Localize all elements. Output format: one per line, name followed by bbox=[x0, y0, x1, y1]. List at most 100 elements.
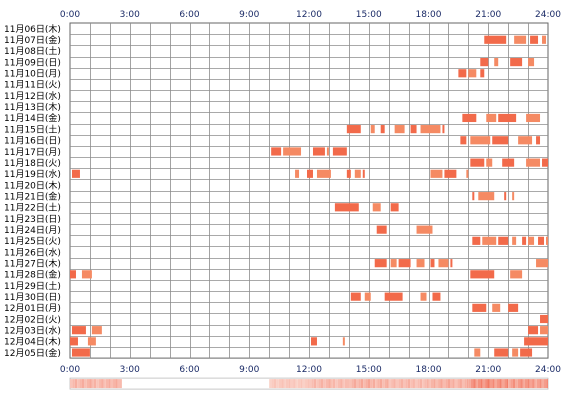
activity-bar bbox=[81, 270, 92, 279]
x-tick-label-top: 18:00 bbox=[416, 10, 442, 20]
density-cell bbox=[302, 379, 306, 389]
activity-bar bbox=[362, 169, 365, 178]
activity-bar bbox=[398, 259, 411, 268]
activity-bar bbox=[380, 125, 385, 134]
density-cell bbox=[305, 379, 308, 389]
density-cell bbox=[91, 379, 94, 389]
x-tick-label-top: 3:00 bbox=[120, 10, 140, 20]
density-cell bbox=[271, 379, 274, 389]
density-cell bbox=[499, 379, 502, 389]
density-cell bbox=[410, 379, 413, 389]
activity-bar bbox=[430, 169, 443, 178]
density-cell bbox=[539, 379, 542, 389]
activity-bar bbox=[438, 259, 449, 268]
density-cell bbox=[117, 379, 121, 389]
activity-bar bbox=[410, 125, 417, 134]
density-cell bbox=[424, 379, 427, 389]
density-cell bbox=[347, 379, 349, 389]
density-strip bbox=[69, 377, 549, 390]
density-cell bbox=[482, 379, 486, 389]
density-cell bbox=[377, 379, 380, 389]
activity-bar bbox=[444, 169, 457, 178]
row-label: 11月26日(水) bbox=[4, 246, 61, 258]
activity-bar bbox=[540, 326, 548, 335]
activity-bar bbox=[70, 270, 76, 279]
density-cell bbox=[407, 379, 411, 389]
activity-bar bbox=[332, 147, 347, 156]
density-cell bbox=[340, 379, 343, 389]
density-cell bbox=[454, 379, 458, 389]
activity-bar bbox=[462, 113, 477, 123]
row-label: 11月07日(金) bbox=[4, 34, 61, 46]
activity-bar bbox=[91, 326, 102, 335]
row-label: 12月01日(月) bbox=[4, 303, 61, 314]
activity-bar bbox=[536, 136, 541, 145]
activity-bar bbox=[350, 292, 361, 301]
density-cell bbox=[435, 379, 439, 389]
activity-bar bbox=[416, 259, 425, 268]
density-cell bbox=[541, 379, 545, 389]
density-cell bbox=[430, 379, 434, 389]
x-tick-label-top: 21:00 bbox=[475, 10, 501, 20]
x-tick-label-bottom: 3:00 bbox=[120, 365, 140, 375]
density-cell bbox=[113, 379, 116, 389]
density-cell bbox=[400, 379, 404, 389]
density-cell bbox=[487, 379, 490, 389]
row-label: 12月02日(火) bbox=[4, 314, 61, 325]
density-cell bbox=[300, 379, 303, 389]
activity-bar bbox=[546, 236, 548, 245]
density-cell bbox=[384, 379, 388, 389]
density-cell bbox=[348, 379, 352, 389]
density-cell bbox=[480, 379, 483, 389]
density-cell bbox=[103, 379, 106, 389]
density-cell bbox=[120, 379, 122, 389]
activity-bar bbox=[71, 326, 86, 335]
density-cell bbox=[393, 379, 396, 389]
activity-bar bbox=[430, 259, 435, 268]
density-cell bbox=[372, 379, 376, 389]
row-label: 11月19日(水) bbox=[4, 168, 61, 180]
density-cell bbox=[532, 379, 535, 389]
row-label: 12月03日(水) bbox=[4, 324, 61, 336]
row-label: 11月20日(木) bbox=[4, 179, 61, 191]
row-label: 12月04日(木) bbox=[4, 336, 61, 348]
activity-bar bbox=[271, 147, 282, 156]
x-tick-label-bottom: 18:00 bbox=[416, 365, 442, 375]
activity-bar bbox=[518, 136, 533, 145]
density-cell bbox=[328, 379, 331, 389]
row-label: 11月17日(月) bbox=[4, 147, 61, 158]
activity-bar bbox=[316, 169, 331, 178]
activity-bar bbox=[283, 147, 302, 156]
x-tick-label-bottom: 15:00 bbox=[356, 365, 382, 375]
density-cell bbox=[419, 379, 423, 389]
density-cell bbox=[281, 379, 284, 389]
activity-bar bbox=[420, 292, 427, 301]
activity-bar bbox=[310, 337, 317, 346]
density-cell bbox=[450, 379, 453, 389]
activity-bar bbox=[486, 158, 493, 167]
x-tick-label-top: 12:00 bbox=[296, 10, 322, 20]
activity-bar bbox=[494, 348, 509, 357]
density-cell bbox=[93, 379, 97, 389]
activity-bar bbox=[342, 337, 345, 346]
row-label: 12月05日(金) bbox=[4, 347, 61, 359]
density-cell bbox=[358, 379, 361, 389]
activity-bar bbox=[307, 169, 313, 178]
density-cell bbox=[414, 379, 418, 389]
activity-bar bbox=[504, 192, 507, 201]
density-cell bbox=[466, 379, 469, 389]
activity-bar bbox=[492, 303, 501, 312]
density-cell bbox=[388, 379, 392, 389]
density-cell bbox=[447, 379, 451, 389]
row-label: 11月16日(日) bbox=[4, 136, 61, 147]
activity-bar bbox=[528, 58, 535, 67]
activity-bar bbox=[512, 236, 517, 245]
density-cell bbox=[517, 379, 521, 389]
x-tick-label-top: 24:00 bbox=[535, 10, 561, 20]
density-cell bbox=[307, 379, 309, 389]
activity-bar bbox=[470, 270, 495, 279]
activity-bar bbox=[524, 337, 548, 346]
density-cell bbox=[504, 379, 507, 389]
density-cell bbox=[313, 379, 317, 389]
density-cell bbox=[110, 379, 114, 389]
